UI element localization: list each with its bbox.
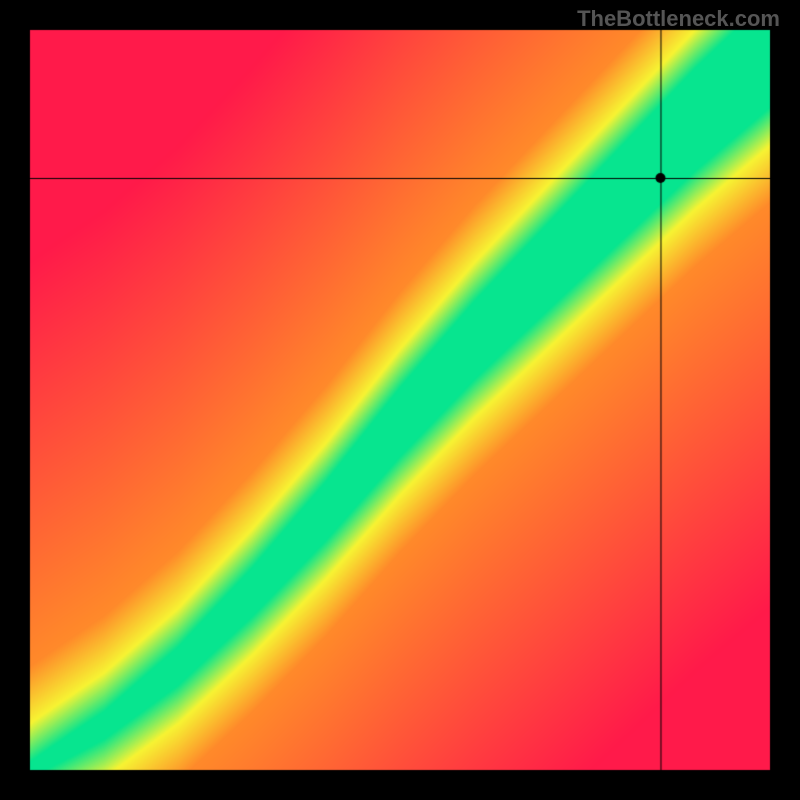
heatmap-canvas	[0, 0, 800, 800]
watermark-text: TheBottleneck.com	[577, 6, 780, 32]
root-container: TheBottleneck.com	[0, 0, 800, 800]
